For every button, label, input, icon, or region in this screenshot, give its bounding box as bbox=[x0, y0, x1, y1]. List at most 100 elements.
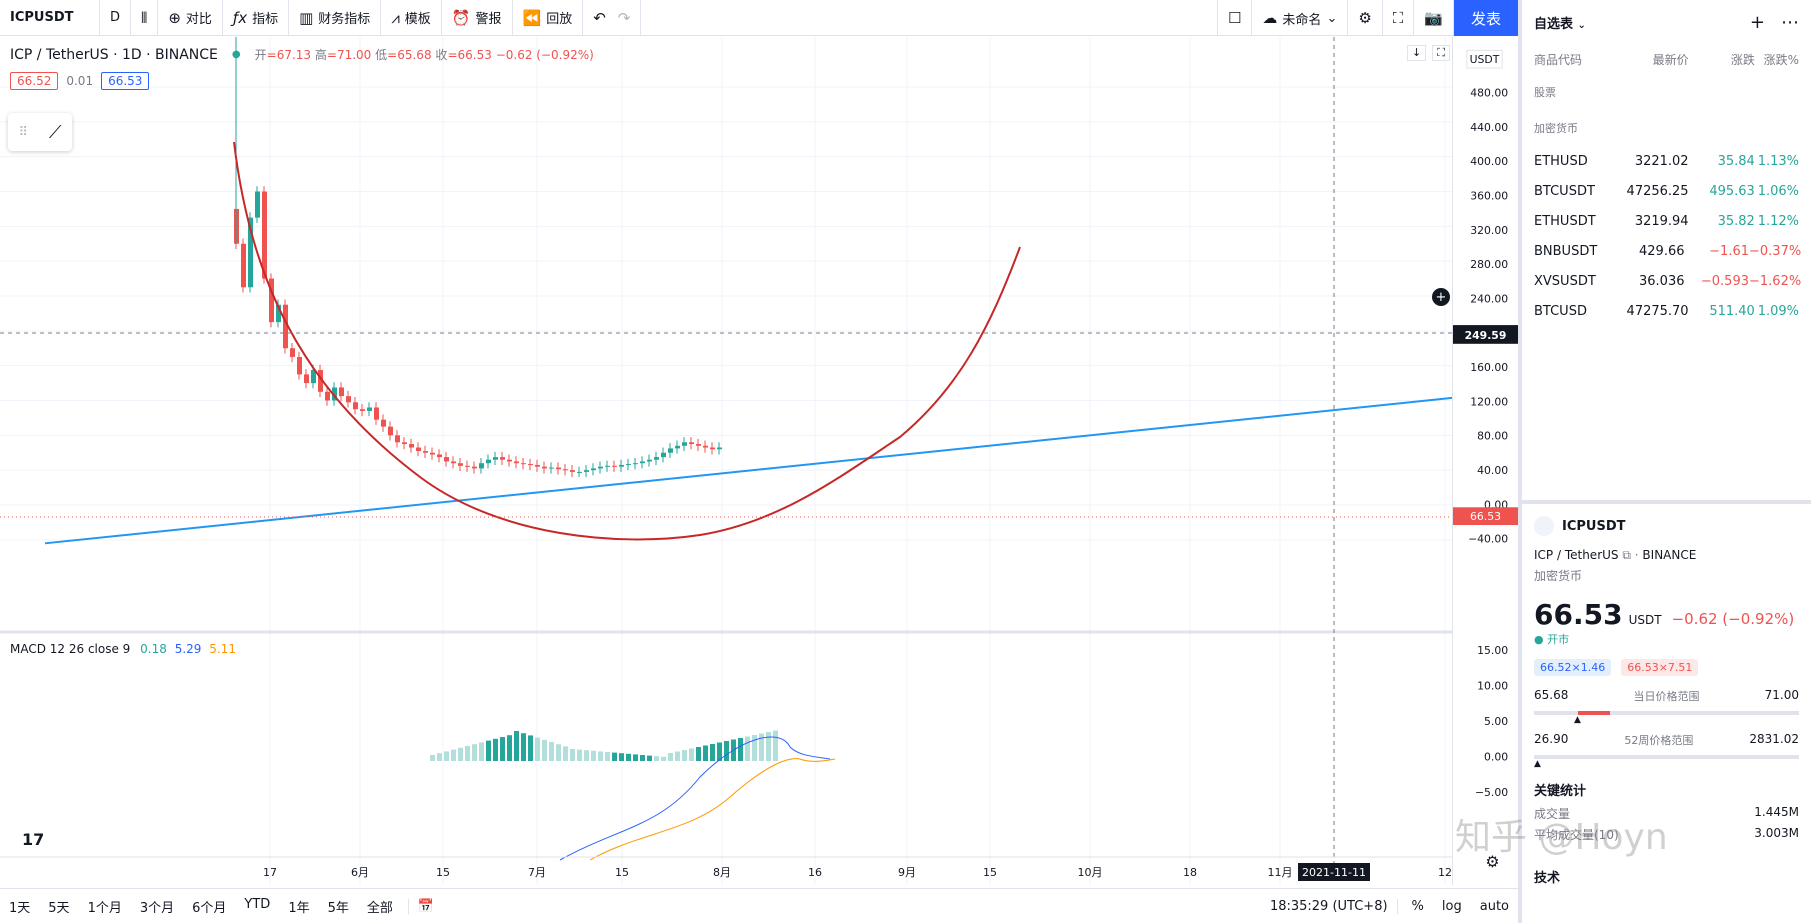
col-last[interactable]: 最新价 bbox=[1652, 52, 1689, 67]
row-change: −1.61 bbox=[1709, 243, 1749, 259]
watchlist-row[interactable]: BNBUSDT 429.66 −1.61 −0.37% bbox=[1522, 236, 1811, 266]
range-marker-icon: ▲ bbox=[1534, 759, 1541, 769]
candle-body bbox=[598, 466, 603, 469]
financials-button[interactable]: ▥ 财务指标 bbox=[289, 0, 382, 36]
col-chg[interactable]: 涨跌 bbox=[1730, 52, 1755, 67]
day-low: 65.68 bbox=[1534, 688, 1569, 702]
templates-label: 模板 bbox=[404, 12, 431, 27]
macd-legend: MACD 12 26 close 9 0.18 5.29 5.11 bbox=[10, 642, 236, 656]
watchlist-row[interactable]: BTCUSDT 47256.25 495.63 1.06% bbox=[1522, 176, 1811, 206]
more-icon[interactable]: ⋯ bbox=[1781, 11, 1799, 33]
candle-body bbox=[563, 469, 568, 471]
range-button[interactable]: 6个月 bbox=[192, 900, 227, 916]
alarm-clock-icon: ⏰ bbox=[451, 8, 471, 27]
col-pct[interactable]: 涨跌% bbox=[1763, 52, 1799, 67]
watchlist-row[interactable]: ETHUSD 3221.02 35.84 1.13% bbox=[1522, 146, 1811, 176]
price-tick-label: −40.00 bbox=[1468, 533, 1508, 546]
interval-button[interactable]: D bbox=[100, 0, 132, 36]
macd-histogram-bar bbox=[563, 746, 568, 761]
auto-toggle[interactable]: auto bbox=[1479, 898, 1509, 914]
range-button[interactable]: 5年 bbox=[327, 900, 349, 916]
price-chart[interactable]: 17 6月 15 7月 15 8月 16 9月 15 10月 18 11月 12 2021-11-11 17 bbox=[0, 37, 1452, 885]
compare-button[interactable]: ⊕ 对比 bbox=[158, 0, 223, 36]
candle-body bbox=[633, 463, 638, 465]
drawn-curve bbox=[233, 141, 1021, 541]
range-button[interactable]: 全部 bbox=[366, 900, 393, 916]
compare-label: 对比 bbox=[185, 12, 212, 27]
bid-box[interactable]: 66.52 bbox=[10, 72, 59, 90]
section-stocks[interactable]: 股票 bbox=[1534, 86, 1556, 99]
function-icon: ƒx bbox=[232, 8, 248, 27]
candle-body bbox=[458, 463, 463, 466]
macd-histogram-bar bbox=[640, 755, 645, 761]
legend-title[interactable]: ICP / TetherUS · 1D · BINANCE bbox=[10, 46, 218, 63]
symbol-search-button[interactable]: ICPUSDT bbox=[0, 0, 100, 36]
macd-histogram-bar bbox=[437, 753, 442, 761]
layout-name-button[interactable]: ☁ 未命名 ⌄ bbox=[1252, 0, 1349, 36]
watchlist-title[interactable]: 自选表 ⌄ bbox=[1534, 16, 1586, 32]
publish-button[interactable]: 发表 bbox=[1454, 0, 1518, 36]
macd-histogram-bar bbox=[570, 749, 575, 761]
avg-volume-row: 平均成交量(10) 3.003M bbox=[1534, 826, 1799, 843]
candle-body bbox=[325, 391, 330, 401]
candle-body bbox=[626, 464, 631, 466]
range-button[interactable]: 1年 bbox=[288, 900, 310, 916]
candle-body bbox=[269, 278, 274, 323]
bar-chart-icon: ▥ bbox=[299, 8, 314, 27]
macd-histogram-bar bbox=[430, 755, 435, 761]
col-symbol[interactable]: 商品代码 bbox=[1534, 52, 1583, 67]
add-plus-icon[interactable]: + bbox=[1432, 288, 1450, 306]
parabolic-curve bbox=[233, 141, 1021, 541]
detail-symbol[interactable]: ICPUSDT bbox=[1562, 518, 1626, 534]
external-link-icon[interactable]: ⧉ bbox=[1622, 548, 1631, 562]
range-button[interactable]: YTD bbox=[244, 896, 271, 912]
snapshot-button[interactable]: 📷 bbox=[1414, 0, 1454, 36]
range-button[interactable]: 3个月 bbox=[139, 900, 175, 916]
alert-button[interactable]: ⏰ 警报 bbox=[442, 0, 513, 36]
open-value: =67.13 bbox=[266, 48, 312, 62]
expand-button[interactable]: ⛶ bbox=[1383, 0, 1415, 36]
replay-button[interactable]: ⏪ 回放 bbox=[513, 0, 584, 36]
log-toggle[interactable]: log bbox=[1441, 898, 1462, 914]
section-crypto[interactable]: 加密货币 bbox=[1534, 122, 1578, 135]
price-tick-label: 360.00 bbox=[1470, 190, 1508, 203]
watchlist-row[interactable]: BTCUSD 47275.70 511.40 1.09% bbox=[1522, 296, 1811, 326]
arrow-down-icon[interactable]: ↓ bbox=[1407, 45, 1427, 61]
indicators-button[interactable]: ƒx 指标 bbox=[223, 0, 290, 36]
square-icon: ☐ bbox=[1227, 9, 1242, 27]
range-button[interactable]: 1天 bbox=[9, 900, 31, 916]
layout-name-label: 未命名 bbox=[1282, 12, 1322, 28]
trendline-tool-icon[interactable]: ⟋ bbox=[48, 121, 62, 143]
close-value: =66.53 bbox=[447, 48, 492, 62]
range-button[interactable]: 5天 bbox=[48, 900, 70, 916]
drag-handle-icon[interactable]: ⠿ bbox=[18, 124, 28, 140]
watchlist-row[interactable]: ETHUSDT 3219.94 35.82 1.12% bbox=[1522, 206, 1811, 236]
time-tick-label: 8月 bbox=[713, 866, 731, 879]
range-marker-icon: ▲ bbox=[1574, 715, 1581, 725]
add-symbol-icon[interactable]: + bbox=[1749, 11, 1765, 33]
goto-date-icon[interactable]: 📅 bbox=[407, 898, 443, 914]
key-stats-title: 关键统计 bbox=[1534, 784, 1587, 799]
detail-header: ICPUSDT bbox=[1534, 516, 1799, 536]
ask-box[interactable]: 66.53 bbox=[101, 72, 150, 90]
watchlist-row[interactable]: XVSUSDT 36.036 −0.593 −1.62% bbox=[1522, 266, 1811, 296]
macd-histogram-bar bbox=[605, 752, 610, 761]
macd-histogram-bar bbox=[661, 756, 666, 761]
redo-icon[interactable]: ↷ bbox=[617, 8, 631, 27]
clock-time[interactable]: 18:35:29 (UTC+8) bbox=[1269, 898, 1388, 914]
price-axis[interactable]: USDT 480.00 440.00 400.00 360.00 320.00 280.0… bbox=[1452, 37, 1518, 885]
undo-icon[interactable]: ↶ bbox=[593, 8, 606, 27]
detail-name[interactable]: ICP / TetherUS bbox=[1534, 548, 1619, 562]
templates-button[interactable]: ⩘ 模板 bbox=[381, 0, 442, 36]
detail-price: 66.53 bbox=[1534, 598, 1623, 631]
macd-title[interactable]: MACD 12 26 close 9 bbox=[10, 642, 131, 656]
fullscreen-toggle[interactable]: ☐ bbox=[1216, 0, 1253, 36]
template-icon: ⩘ bbox=[391, 8, 400, 27]
percent-toggle[interactable]: % bbox=[1396, 898, 1433, 914]
range-button[interactable]: 1个月 bbox=[87, 900, 122, 916]
bottom-toolbar: 1天 5天 1个月 3个月 6个月 YTD 1年 5年 全部 📅 18:35:29 (UTC+8… bbox=[0, 888, 1518, 923]
settings-button[interactable]: ⚙ bbox=[1348, 0, 1383, 36]
chart-type-button[interactable]: ⫴ bbox=[131, 0, 159, 36]
candle-body bbox=[689, 442, 694, 445]
maximize-icon[interactable]: ⛶ bbox=[1432, 45, 1450, 61]
